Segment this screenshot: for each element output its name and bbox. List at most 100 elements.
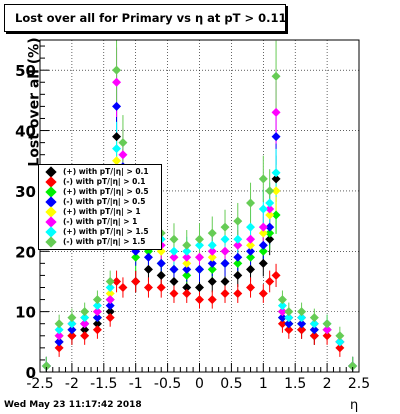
data-point (182, 264, 192, 274)
data-point (156, 258, 166, 268)
data-point (271, 174, 281, 184)
data-point (207, 252, 217, 262)
data-point (335, 343, 345, 353)
legend-label: (-) with pT/|η| > 0.5 (63, 197, 146, 206)
data-point (80, 325, 90, 335)
legend-label: (+) with pT/|η| > 1 (63, 207, 141, 216)
data-point (322, 319, 332, 329)
data-point (246, 234, 256, 244)
x-tick-label: 0 (195, 376, 204, 392)
x-tick-label: -1.5 (90, 376, 117, 392)
data-point (112, 132, 122, 142)
legend-entry: (-) with pT/|η| > 0.5 (39, 196, 159, 208)
legend-label: (+) with pT/|η| > 0.5 (63, 187, 149, 196)
data-point (271, 270, 281, 280)
legend-entry: (+) with pT/|η| > 1 (39, 206, 159, 218)
data-point (195, 295, 204, 305)
data-point (265, 204, 275, 214)
data-point (92, 325, 102, 335)
data-point (92, 307, 102, 317)
data-point (220, 246, 230, 256)
data-point (195, 252, 204, 262)
data-point (246, 240, 256, 250)
data-point (54, 331, 64, 341)
y-tick-label: 20 (15, 243, 36, 261)
data-point (143, 282, 153, 292)
data-point (322, 331, 332, 341)
timestamp-footer: Wed May 23 11:17:42 2018 (4, 400, 142, 410)
x-tick-label: 1.5 (284, 376, 306, 392)
x-tick-label: 0.5 (220, 376, 242, 392)
data-point (156, 282, 166, 292)
data-point (118, 150, 128, 160)
data-point (143, 264, 153, 274)
data-point (54, 319, 64, 329)
data-point (182, 289, 192, 299)
data-point (220, 289, 230, 299)
data-point (118, 138, 128, 148)
data-point (169, 252, 179, 262)
data-point (309, 313, 319, 323)
data-point (284, 325, 294, 335)
data-point (112, 101, 122, 111)
data-point (80, 319, 90, 329)
legend-label: (-) with pT/|η| > 0.1 (63, 177, 146, 186)
data-point (271, 210, 281, 220)
data-point (54, 337, 64, 347)
x-tick-label: -2.5 (26, 376, 53, 392)
data-point (271, 186, 281, 196)
legend-label: (-) with pT/|η| > 1.5 (63, 237, 146, 246)
x-tick-label: 2 (323, 376, 332, 392)
data-point (265, 186, 275, 196)
data-point (277, 301, 287, 311)
data-point (169, 289, 179, 299)
data-point (258, 228, 268, 238)
data-point (335, 331, 345, 341)
data-point (297, 325, 307, 335)
data-point (258, 289, 268, 299)
data-point (348, 361, 358, 371)
data-point (207, 276, 217, 286)
data-point (182, 270, 192, 280)
data-point (284, 319, 294, 329)
data-point (169, 234, 179, 244)
data-point (220, 222, 230, 232)
data-point (105, 276, 115, 286)
data-point (233, 234, 243, 244)
legend-label: (+) with pT/|η| > 1.5 (63, 227, 149, 236)
data-point (220, 276, 230, 286)
x-tick-label: 1 (259, 376, 268, 392)
y-tick-label: 50 (15, 62, 36, 80)
data-point (265, 234, 275, 244)
data-point (246, 246, 256, 256)
data-point (156, 270, 166, 280)
data-point (265, 228, 275, 238)
series-7 (41, 65, 358, 371)
data-point (309, 331, 319, 341)
data-point (207, 264, 217, 274)
data-point (246, 282, 256, 292)
data-point (54, 343, 64, 353)
data-point (246, 198, 256, 208)
y-tick-label: 0 (26, 364, 36, 382)
data-point (233, 252, 243, 262)
data-point (271, 107, 281, 117)
data-point (182, 240, 192, 250)
legend-entry: (-) with pT/|η| > 0.1 (39, 176, 159, 188)
data-point (258, 246, 268, 256)
data-point (207, 258, 217, 268)
data-point (195, 240, 204, 250)
data-points (41, 65, 358, 371)
data-point (182, 282, 192, 292)
data-point (233, 216, 243, 226)
data-point (277, 319, 287, 329)
data-point (131, 276, 141, 286)
data-point (233, 289, 243, 299)
data-point (131, 252, 141, 262)
data-point (112, 156, 122, 166)
data-point (297, 307, 307, 317)
data-point (284, 307, 294, 317)
data-point (220, 258, 230, 268)
x-tick-label: -2 (65, 376, 79, 392)
